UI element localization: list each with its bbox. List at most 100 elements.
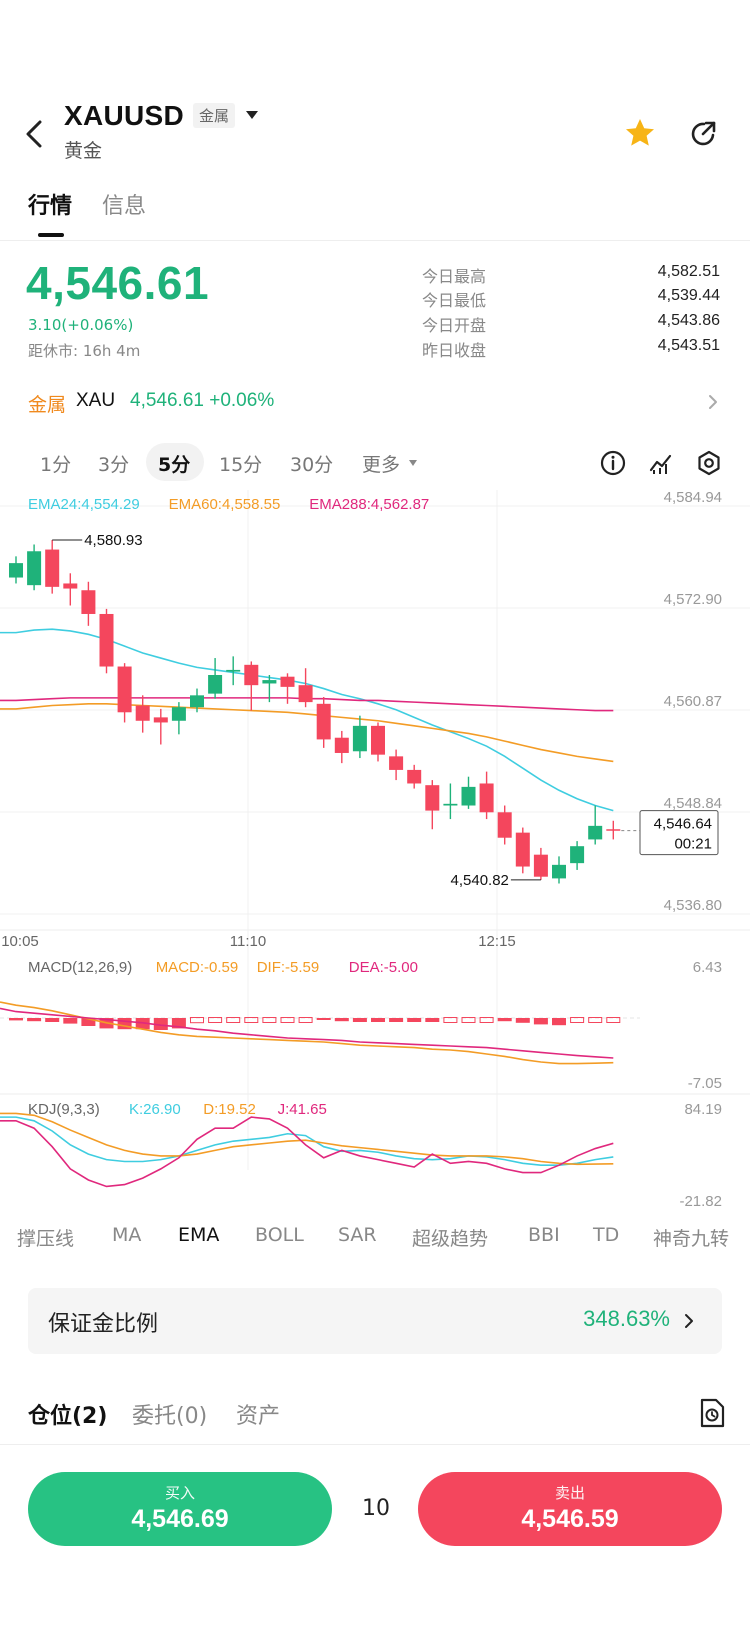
ema-legend: EMA288:4,562.87 — [309, 496, 429, 513]
x-axis-label: 11:10 — [230, 933, 266, 950]
stat-label-high: 今日最高 — [422, 267, 487, 286]
candle-body — [334, 737, 349, 753]
chart-settings-button[interactable] — [696, 450, 722, 476]
instrument-name: 黄金 — [64, 140, 103, 162]
chevron-right-icon — [707, 393, 719, 411]
candle-body — [298, 685, 313, 703]
macd-bar — [316, 1018, 331, 1020]
tab-info[interactable]: 信息 — [102, 194, 147, 219]
macd-bar — [479, 1017, 494, 1023]
indicator-tab-magic-nine[interactable]: 神奇九转 — [653, 1228, 730, 1250]
interval-more[interactable]: 更多 — [362, 454, 401, 476]
interval-5m[interactable]: 5分 — [158, 454, 191, 476]
candle-body — [552, 864, 566, 879]
settings-icon — [698, 450, 720, 476]
candle-body — [425, 785, 440, 811]
j-line — [0, 1116, 614, 1188]
stat-value-open: 4,543.86 — [657, 312, 720, 329]
macd-bar — [570, 1017, 585, 1023]
macd-bar — [244, 1017, 259, 1023]
ema-legend: EMA60:4,558.55 — [169, 496, 281, 513]
macd-bar — [497, 1018, 512, 1022]
candle-body — [533, 854, 548, 877]
low-annotation: 4,540.82 — [451, 872, 509, 889]
related-price-change: 4,546.61 +0.06% — [130, 390, 275, 411]
candle-body — [479, 783, 494, 813]
margin-ratio-card[interactable] — [28, 1288, 722, 1354]
candle-body — [117, 666, 132, 713]
indicator-tab-sar[interactable]: SAR — [338, 1224, 377, 1246]
sell-label: 卖出 — [554, 1484, 585, 1502]
divider — [0, 1444, 750, 1445]
tab-positions[interactable]: 仓位(2) — [28, 1404, 108, 1429]
candle-body — [407, 769, 422, 784]
x-axis-label: 10:05 — [1, 933, 39, 950]
candle-body — [45, 549, 60, 587]
indicator-tab-supertrend[interactable]: 超级趋势 — [412, 1228, 489, 1250]
indicator-tab-td[interactable]: TD — [593, 1224, 620, 1246]
margin-ratio-value: 348.63% — [583, 1306, 670, 1331]
macd-bar — [515, 1018, 530, 1023]
tab-assets[interactable]: 资产 — [236, 1404, 281, 1429]
macd-legend: DIF:-5.59 — [257, 959, 320, 976]
macd-bar — [208, 1017, 223, 1023]
macd-bar — [262, 1017, 277, 1023]
interval-30m[interactable]: 30分 — [290, 454, 334, 476]
indicator-tab-bbi[interactable]: BBI — [528, 1224, 560, 1246]
kdj-y-label: 84.19 — [684, 1101, 722, 1118]
macd-bar — [334, 1018, 349, 1022]
indicator-tab-ma[interactable]: MA — [112, 1224, 142, 1246]
info-icon — [600, 450, 626, 476]
macd-y-label: -7.05 — [688, 1075, 722, 1092]
indicator-tab-support-resistance[interactable]: 撑压线 — [17, 1228, 75, 1250]
indicator-tab-boll[interactable]: BOLL — [255, 1224, 304, 1246]
indicator-tab-ema[interactable]: EMA — [178, 1224, 220, 1246]
macd-bar — [63, 1018, 78, 1024]
back-button[interactable] — [22, 114, 52, 154]
candle-body — [135, 705, 150, 721]
candle-body — [371, 725, 385, 755]
macd-bar — [389, 1018, 404, 1022]
stat-label-prev-close: 昨日收盘 — [422, 341, 487, 360]
macd-bar — [9, 1018, 23, 1021]
candle-body — [352, 725, 367, 752]
tab-market[interactable]: 行情 — [28, 194, 73, 219]
tab-orders[interactable]: 委托(0) — [132, 1404, 208, 1429]
caret-down-icon[interactable] — [246, 111, 258, 119]
divider — [0, 240, 750, 241]
macd-bar — [371, 1018, 385, 1022]
order-history-button[interactable] — [698, 1398, 726, 1428]
drawing-tools-button[interactable] — [648, 450, 674, 476]
symbol-title[interactable]: XAUUSD — [64, 100, 185, 131]
share-button[interactable] — [688, 119, 718, 149]
star-icon — [626, 119, 654, 146]
interval-3m[interactable]: 3分 — [98, 454, 130, 476]
y-axis-label: 4,572.90 — [664, 591, 722, 608]
stat-label-open: 今日开盘 — [422, 316, 487, 335]
lot-size[interactable]: 10 — [362, 1496, 390, 1521]
candle-body — [389, 756, 404, 770]
macd-bar — [552, 1018, 566, 1026]
active-interval-pill — [146, 443, 204, 481]
candle-body — [226, 669, 241, 672]
interval-1m[interactable]: 1分 — [40, 454, 72, 476]
stat-value-prev-close: 4,543.51 — [657, 337, 720, 354]
ema-legend: EMA24:4,554.29 — [28, 496, 140, 513]
candle-body — [280, 676, 295, 687]
kdj-y-label: -21.82 — [679, 1193, 722, 1210]
macd-bar — [153, 1018, 168, 1030]
sell-button[interactable]: 卖出 4,546.59 — [418, 1472, 722, 1546]
price-chart[interactable]: 4,580.93 4,540.82 4,546.64 00:21 4,584.94 4,… — [0, 490, 750, 1210]
candle-body — [153, 717, 168, 723]
candle-body — [27, 551, 42, 586]
document-clock-icon — [700, 1398, 725, 1428]
favorite-button[interactable] — [624, 117, 656, 149]
chart-info-button[interactable] — [600, 450, 626, 476]
interval-15m[interactable]: 15分 — [219, 454, 263, 476]
buy-button[interactable]: 买入 4,546.69 — [28, 1472, 332, 1546]
dif-line — [0, 1001, 614, 1065]
ema60-line — [0, 703, 614, 763]
macd-y-label: 6.43 — [693, 959, 722, 976]
macd-bar — [425, 1018, 440, 1022]
macd-bar — [27, 1018, 42, 1022]
